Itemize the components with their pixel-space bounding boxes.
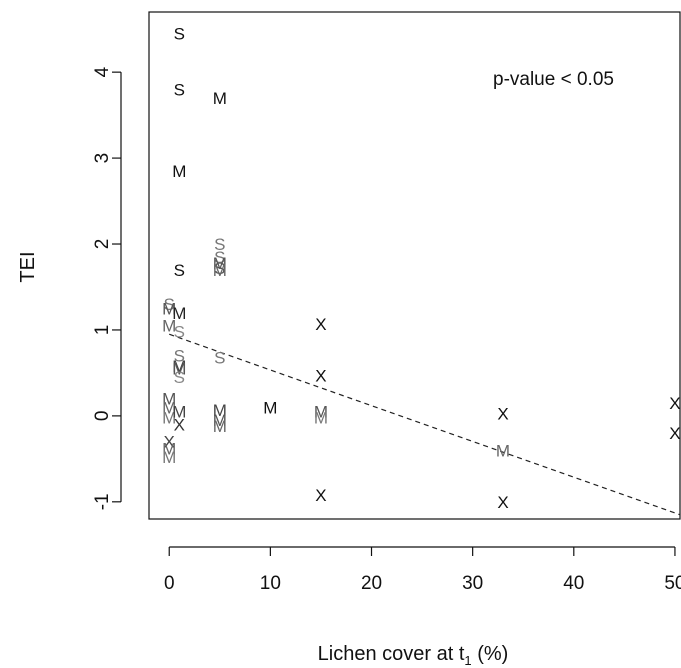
data-point: X [315, 315, 326, 334]
data-point: M [172, 403, 186, 422]
plot-frame [148, 11, 681, 520]
data-point: M [172, 304, 186, 323]
data-point: M [213, 411, 227, 430]
data-point: X [497, 404, 508, 423]
data-point: S [174, 261, 185, 280]
y-tick-label: 0 [92, 411, 113, 422]
data-point: X [315, 366, 326, 385]
data-point: M [162, 398, 176, 417]
data-point: M [213, 417, 227, 436]
x-tick-label: 10 [260, 573, 281, 594]
data-point: M [162, 448, 176, 467]
x-tick-label: 30 [462, 573, 483, 594]
x-axis-title-suffix: (%) [472, 643, 509, 665]
data-point: M [263, 398, 277, 417]
x-axis-title-main: Lichen cover at t [318, 643, 465, 665]
p-value-annotation: p-value < 0.05 [493, 69, 614, 90]
x-tick-label: 40 [563, 573, 584, 594]
y-tick-label: 3 [92, 153, 113, 164]
x-tick-label: 20 [361, 573, 382, 594]
data-point: M [172, 360, 186, 379]
data-point: S [214, 348, 225, 367]
data-point: M [213, 89, 227, 108]
y-tick-label: 1 [92, 325, 113, 336]
data-point: S [174, 80, 185, 99]
x-tick-label: 50 [664, 573, 681, 594]
data-point: X [669, 424, 680, 443]
data-point: M [213, 261, 227, 280]
data-point: M [162, 390, 176, 409]
y-axis: -1 0 1 2 3 4 [92, 66, 122, 510]
data-point: S [174, 347, 185, 366]
data-point: M [314, 403, 328, 422]
data-point: M [213, 401, 227, 420]
data-point: M [162, 409, 176, 428]
data-point: S [174, 368, 185, 387]
data-point: X [174, 415, 185, 434]
y-tick-label: 4 [92, 66, 113, 77]
data-point: M [172, 162, 186, 181]
data-point: X [164, 433, 175, 452]
data-point: X [497, 493, 508, 512]
data-point: S [214, 259, 225, 278]
data-point: M [496, 441, 510, 460]
data-point: M [162, 317, 176, 336]
data-point: M [162, 299, 176, 318]
x-axis-title: Lichen cover at t1 (%) [318, 643, 509, 668]
data-point: X [315, 486, 326, 505]
x-axis-title-subscript: 1 [464, 653, 471, 668]
data-point: M [172, 357, 186, 376]
data-point: M [162, 440, 176, 459]
data-point: S [174, 323, 185, 342]
y-tick-label: -1 [92, 493, 113, 510]
data-point: S [214, 235, 225, 254]
data-point: M [213, 254, 227, 273]
data-point: M [314, 409, 328, 428]
data-point: S [174, 24, 185, 43]
data-point: S [164, 295, 175, 314]
data-point: S [214, 248, 225, 267]
regression-line [169, 333, 681, 516]
data-point: X [669, 394, 680, 413]
x-axis: 0 10 20 30 40 50 [164, 546, 681, 594]
x-tick-label: 0 [164, 573, 175, 594]
y-axis-title: TEI [17, 251, 39, 282]
y-tick-label: 2 [92, 239, 113, 250]
